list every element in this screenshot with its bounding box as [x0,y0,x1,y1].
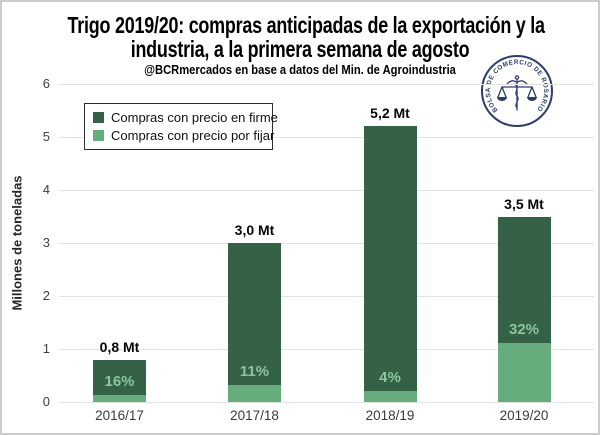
legend-swatch-firme-icon [93,112,104,123]
bar-total-label: 3,0 Mt [234,222,275,238]
chart-subtitle: @BCRmercados en base a datos del Min. de… [144,62,456,77]
x-tick-label: 2016/17 [95,408,144,423]
bar-segment-firme [93,359,146,396]
chart-title-line-2: industria, a la primera semana de agosto [130,36,470,62]
y-tick-label: 1 [42,341,50,356]
x-tick-label: 2019/20 [499,408,549,423]
gridline [59,137,594,138]
gridline [59,296,594,297]
legend-item-firme: Compras con precio en firme [93,110,278,125]
gridline [59,243,594,244]
bar-segment-por-fijar [228,384,281,402]
bar-segment-por-fijar [93,395,146,402]
caduceus-scales-icon [497,75,537,111]
legend: Compras con precio en firme Compras con … [84,103,278,150]
bar-pct-label: 32% [508,320,540,338]
y-tick-label: 0 [42,394,50,409]
x-tick-label: 2017/18 [230,408,279,423]
bar-total-label: 5,2 Mt [370,105,410,122]
gridline [59,349,594,350]
y-tick-label: 3 [42,235,50,250]
bar-total-label: 3,5 Mt [504,195,544,212]
x-tick-label: 2018/19 [365,408,415,423]
chart-header: Trigo 2019/20: compras anticipadas de la… [2,13,598,77]
gridline [59,190,594,191]
y-tick-label: 4 [42,182,50,197]
bar-segment-firme [228,243,281,385]
y-tick-label: 5 [42,129,50,144]
bcr-seal-logo: BOLSA DE COMERCIO DE ROSARIO [481,55,553,127]
y-tick-label: 2 [42,288,50,303]
bar-segment-firme [497,216,551,343]
legend-label-firme: Compras con precio en firme [111,110,278,125]
bar-total-label: 0,8 Mt [99,338,140,355]
bar-pct-label: 11% [239,362,270,380]
chart-title-line-1: Trigo 2019/20: compras anticipadas de la… [67,12,545,38]
gridline [59,402,594,403]
gridline [59,84,594,85]
legend-label-por-fijar: Compras con precio por fijar [111,128,275,143]
bar-segment-por-fijar [363,390,417,402]
legend-item-por-fijar: Compras con precio por fijar [93,128,274,143]
bar-segment-por-fijar [497,342,551,402]
bar-segment-firme [363,126,417,391]
bar-pct-label: 4% [379,368,401,386]
y-tick-label: 6 [42,76,50,91]
legend-swatch-por-fijar-icon [93,130,104,141]
bar-pct-label: 16% [104,373,135,391]
